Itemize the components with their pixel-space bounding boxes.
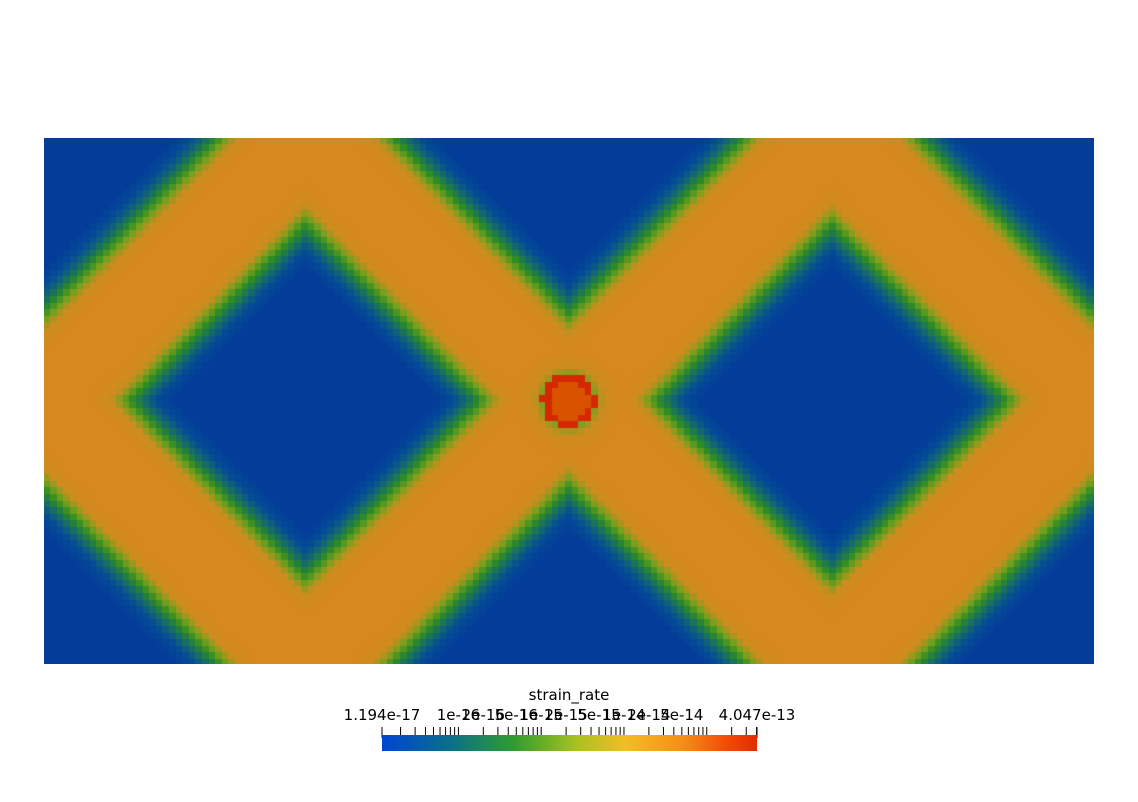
scalar-bar-tick-label: 2e-14 <box>627 706 670 724</box>
scalar-bar-gradient <box>382 735 757 751</box>
scalar-bar-tick-label: 1e-16 <box>437 706 480 724</box>
scalar-bar-max-label: 4.047e-13 <box>719 706 796 724</box>
scalar-bar-tick-label: 5e-15 <box>577 706 620 724</box>
scalar-bar-tick-label: 1e-15 <box>520 706 563 724</box>
scalar-bar-tick-marks <box>381 727 758 738</box>
scalar-bar-min-label: 1.194e-17 <box>344 706 421 724</box>
scalar-bar-tick-label: 1e-14 <box>602 706 645 724</box>
scalar-bar-tick-label: 5e-16 <box>495 706 538 724</box>
scalar-bar-tick-labels: 1e-162e-165e-161e-152e-155e-151e-142e-14… <box>437 706 704 724</box>
scalar-bar-tick-label: 5e-14 <box>660 706 703 724</box>
strain-rate-field-plot[interactable] <box>44 138 1094 664</box>
scalar-bar-title: strain_rate <box>529 686 610 705</box>
scalar-bar-tick-label: 2e-16 <box>462 706 505 724</box>
scalar-bar-tick-label: 2e-15 <box>544 706 587 724</box>
